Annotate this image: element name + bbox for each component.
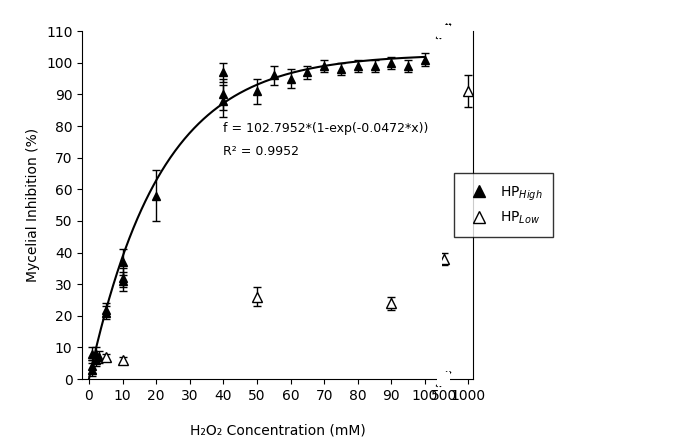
Legend: HP$_{High}$, HP$_{Low}$: HP$_{High}$, HP$_{Low}$ — [453, 173, 553, 237]
Y-axis label: Mycelial Inhibition (%): Mycelial Inhibition (%) — [27, 128, 40, 282]
Text: f = 102.7952*(1-exp(-0.0472*x)): f = 102.7952*(1-exp(-0.0472*x)) — [223, 122, 429, 136]
Text: H₂O₂ Concentration (mM): H₂O₂ Concentration (mM) — [190, 423, 365, 437]
Text: R² = 0.9952: R² = 0.9952 — [223, 145, 299, 157]
